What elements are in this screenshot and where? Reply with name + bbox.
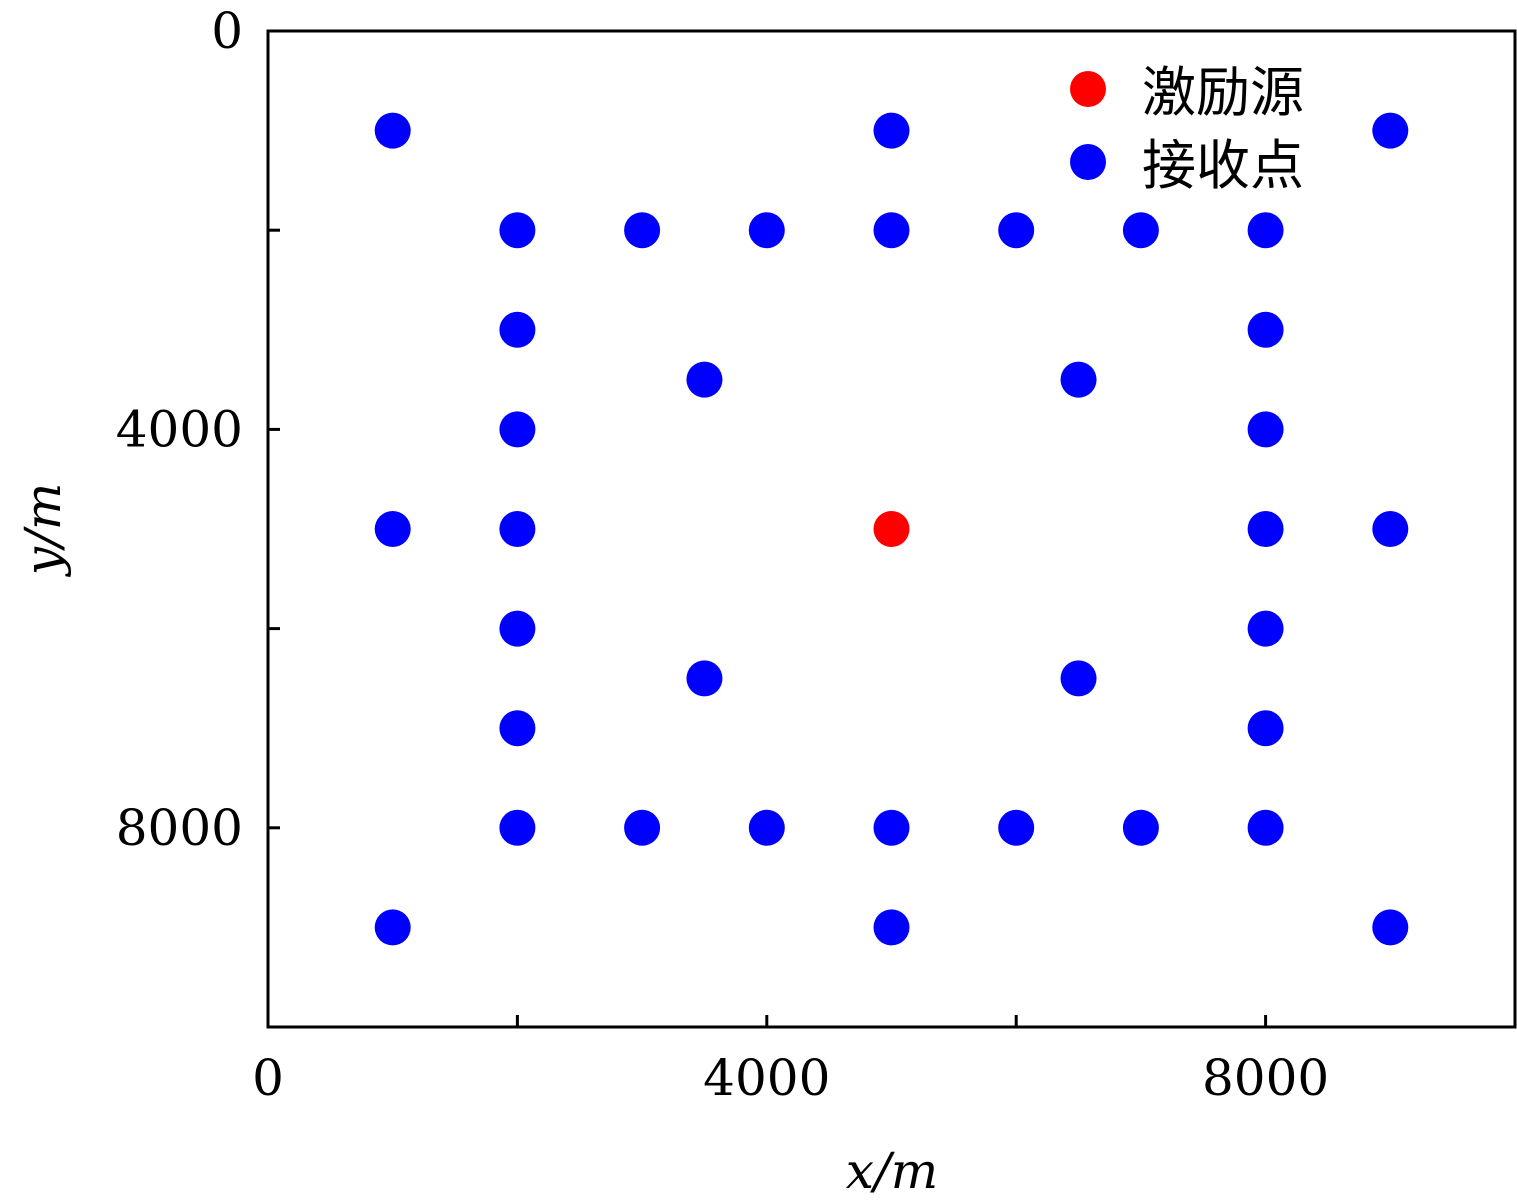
x-tick-label: 0 <box>252 1049 284 1107</box>
y-axis-label: y/m <box>14 483 72 578</box>
receiver-point <box>686 660 723 697</box>
source-point <box>873 511 910 547</box>
receiver-point <box>1247 311 1284 348</box>
y-tick-label: 8000 <box>116 799 243 857</box>
receiver-point <box>686 361 723 398</box>
receiver-point <box>873 112 910 149</box>
y-tick-label: 0 <box>211 2 243 60</box>
receiver-point <box>1372 511 1409 547</box>
receiver-point <box>1122 212 1159 249</box>
receiver-point <box>998 809 1035 846</box>
y-tick-label: 4000 <box>116 400 243 458</box>
plot-frame <box>266 29 1517 1029</box>
receiver-point <box>374 909 411 946</box>
receiver-point <box>374 511 411 547</box>
receiver-point <box>499 212 536 249</box>
receiver-point <box>499 311 536 348</box>
legend-label-source: 激励源 <box>1142 61 1304 124</box>
receiver-point <box>748 212 785 249</box>
receiver-point <box>873 212 910 249</box>
legend-marker-receiver <box>1070 144 1106 180</box>
receiver-point <box>499 610 536 647</box>
receiver-point <box>1247 610 1284 647</box>
receiver-point <box>1122 809 1159 846</box>
receiver-point <box>1247 212 1284 249</box>
receiver-point <box>1060 361 1097 398</box>
receiver-point <box>1372 112 1409 149</box>
receiver-point <box>1247 710 1284 747</box>
receiver-point <box>499 411 536 448</box>
receiver-point <box>624 212 661 249</box>
receiver-point <box>624 809 661 846</box>
receiver-point <box>1372 909 1409 946</box>
receiver-point <box>499 511 536 547</box>
receiver-point <box>1247 411 1284 448</box>
receiver-point <box>998 212 1035 249</box>
receiver-point <box>873 909 910 946</box>
receiver-point <box>1060 660 1097 697</box>
x-tick-label: 4000 <box>703 1049 830 1107</box>
receiver-point <box>499 710 536 747</box>
receiver-point <box>748 809 785 846</box>
x-tick-label: 8000 <box>1202 1049 1329 1107</box>
receiver-point <box>873 809 910 846</box>
receiver-point <box>374 112 411 149</box>
legend: 激励源 接收点 <box>1070 61 1304 197</box>
legend-marker-source <box>1070 71 1106 107</box>
legend-label-receiver: 接收点 <box>1142 134 1304 197</box>
receiver-point <box>1247 809 1284 846</box>
x-axis-label: x/m <box>846 1142 938 1200</box>
receiver-point <box>1247 511 1284 547</box>
receiver-point <box>499 809 536 846</box>
